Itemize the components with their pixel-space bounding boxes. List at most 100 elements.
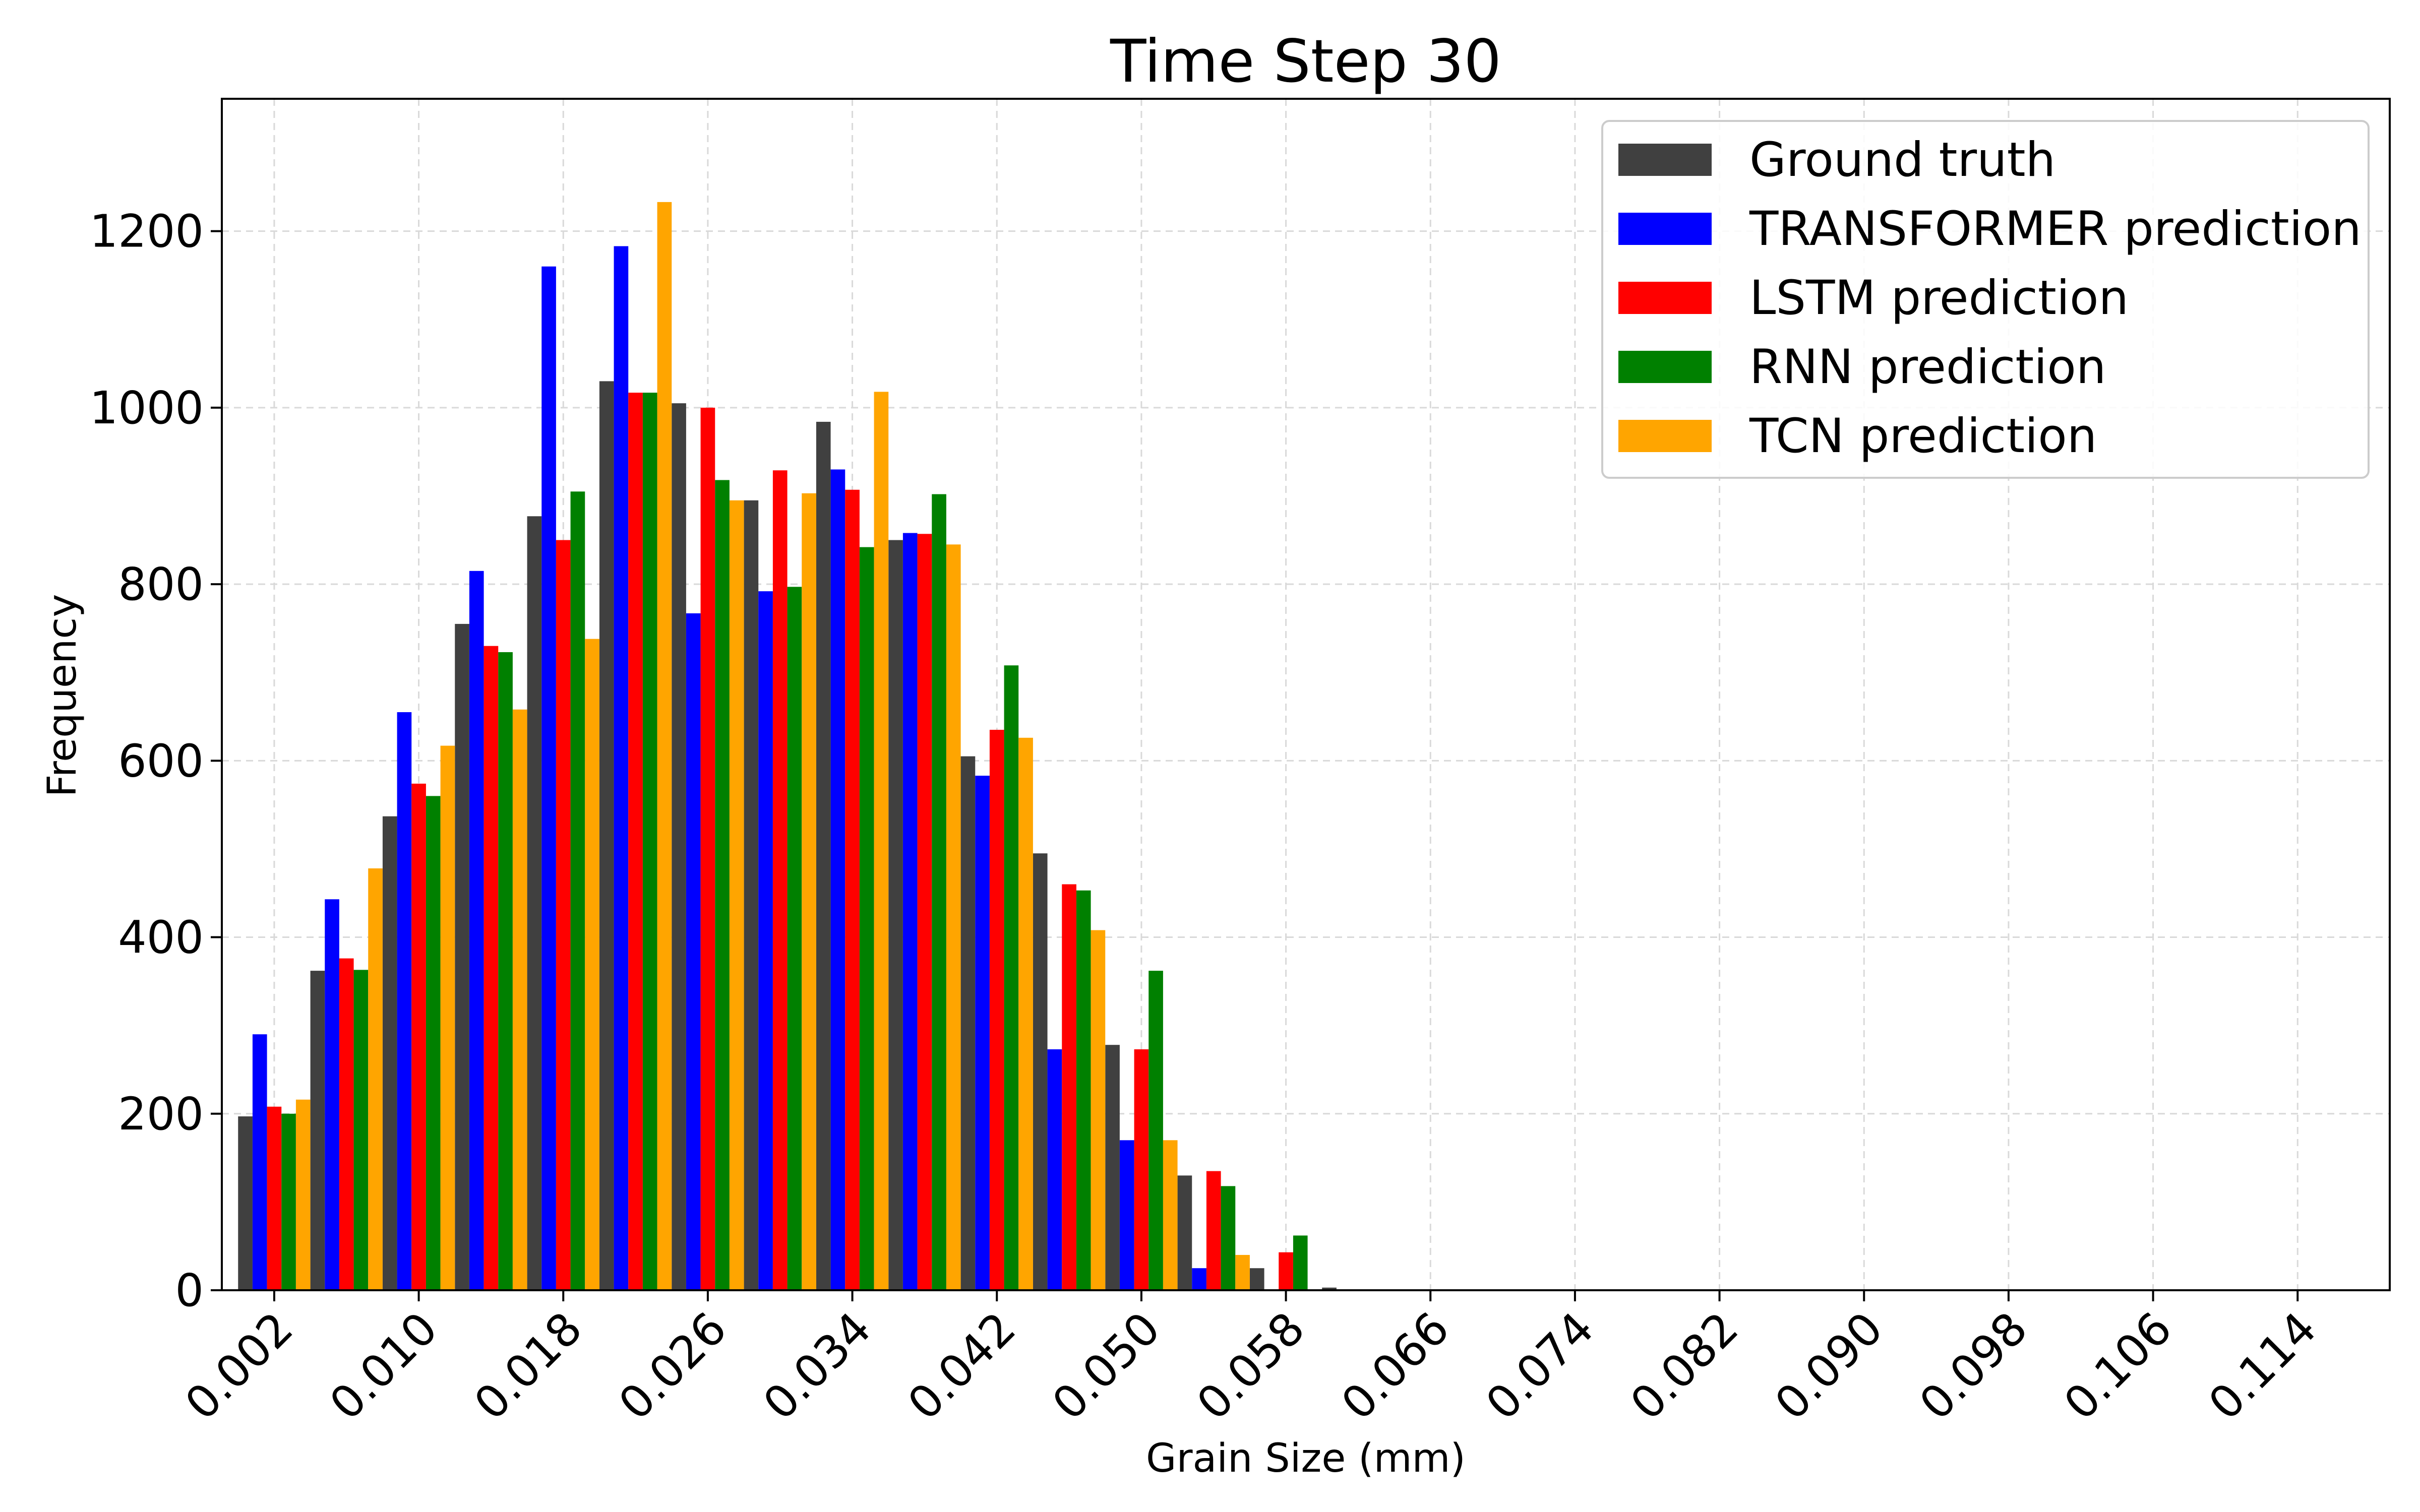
bar	[1076, 890, 1091, 1290]
bar	[1163, 1140, 1178, 1290]
bar	[1206, 1171, 1221, 1290]
bar	[512, 709, 527, 1290]
bar	[772, 470, 788, 1290]
y-axis-label: Frequency	[40, 594, 85, 797]
bar	[570, 491, 585, 1291]
bar	[556, 540, 571, 1290]
bar	[744, 500, 759, 1290]
bar	[382, 816, 397, 1290]
bar	[1148, 971, 1163, 1290]
bar	[642, 393, 657, 1290]
y-tick-label: 800	[118, 558, 204, 610]
bar	[310, 971, 325, 1290]
bar	[614, 246, 629, 1290]
bar	[989, 730, 1004, 1290]
bar	[1235, 1254, 1250, 1290]
bar	[830, 469, 845, 1290]
bar	[960, 756, 976, 1290]
bar	[1047, 1049, 1062, 1290]
legend-swatch	[1618, 282, 1712, 314]
bar	[397, 712, 412, 1290]
y-tick-label: 1200	[90, 205, 204, 258]
bar	[874, 392, 889, 1290]
bar	[455, 623, 469, 1290]
legend-box	[1601, 120, 2370, 479]
y-tick-label: 200	[118, 1088, 204, 1140]
y-tick-label: 0	[175, 1264, 204, 1316]
bar	[657, 202, 672, 1291]
y-axis: 0 200 400 600 800 1000 1200	[90, 205, 222, 1316]
bar	[426, 796, 441, 1290]
legend-label: TRANSFORMER prediction	[1749, 202, 2362, 257]
bar	[816, 421, 831, 1290]
legend-label: TCN prediction	[1749, 409, 2097, 464]
bar	[859, 547, 874, 1290]
bar	[1249, 1268, 1264, 1290]
bar	[1322, 1287, 1337, 1290]
legend-label: LSTM prediction	[1749, 271, 2129, 326]
bar	[1062, 884, 1076, 1290]
bar	[975, 776, 990, 1290]
legend: Ground truth TRANSFORMER prediction LSTM p…	[1601, 120, 2370, 479]
bar	[729, 500, 744, 1290]
bar	[585, 639, 599, 1290]
bar	[353, 970, 369, 1290]
bar	[599, 381, 614, 1291]
bar	[440, 745, 455, 1290]
legend-label: Ground truth	[1749, 133, 2055, 187]
legend-swatch	[1618, 213, 1712, 245]
x-axis-label: Grain Size (mm)	[1146, 1436, 1466, 1481]
chart-title: Time Step 30	[1110, 27, 1501, 96]
bar	[325, 899, 339, 1290]
bar	[932, 494, 946, 1290]
bar	[1279, 1252, 1293, 1290]
bar	[787, 587, 802, 1290]
legend-swatch	[1618, 351, 1712, 383]
bar	[281, 1113, 296, 1290]
bar	[946, 544, 961, 1290]
bar	[527, 516, 542, 1290]
bar	[1018, 737, 1033, 1290]
plot-frame	[221, 98, 2391, 1291]
bar	[411, 783, 426, 1290]
bar	[686, 613, 701, 1290]
legend-swatch	[1618, 420, 1712, 452]
y-tick-label: 400	[118, 911, 204, 964]
bar	[238, 1116, 253, 1290]
bar	[252, 1034, 267, 1290]
bar	[888, 540, 903, 1290]
bar	[917, 534, 932, 1290]
bar	[1004, 665, 1019, 1290]
bar	[1105, 1045, 1120, 1290]
bar	[715, 480, 730, 1290]
bar	[541, 266, 556, 1290]
legend-swatch	[1618, 144, 1712, 176]
legend-label: RNN prediction	[1749, 340, 2106, 395]
bar	[1192, 1268, 1206, 1290]
bar	[483, 646, 499, 1290]
bar	[1033, 853, 1048, 1290]
bar	[339, 958, 354, 1290]
bar	[1119, 1140, 1134, 1290]
bar	[845, 489, 860, 1291]
bar	[1177, 1175, 1192, 1290]
bar	[758, 591, 773, 1290]
bar	[1091, 930, 1106, 1290]
bar	[700, 407, 715, 1290]
bar	[267, 1106, 282, 1290]
y-tick-label: 1000	[90, 382, 204, 434]
bar	[902, 533, 918, 1290]
bar	[1293, 1235, 1308, 1290]
bar	[1221, 1186, 1236, 1290]
y-tick-label: 600	[118, 734, 204, 787]
bar	[368, 868, 383, 1290]
bar	[498, 652, 513, 1290]
bar	[295, 1099, 311, 1290]
bar	[628, 393, 643, 1290]
bar	[672, 403, 686, 1291]
bar	[469, 571, 484, 1290]
bar	[1134, 1049, 1149, 1290]
bar	[802, 493, 816, 1291]
bars	[238, 202, 1337, 1291]
